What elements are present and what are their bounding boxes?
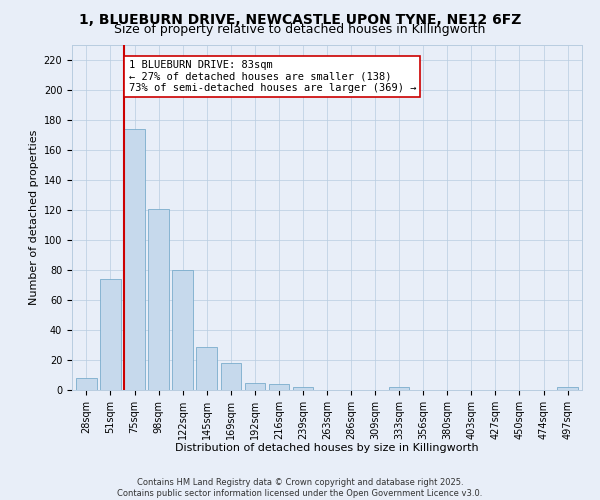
Bar — [293, 387, 313, 390]
Bar — [221, 363, 241, 390]
Bar — [148, 208, 169, 390]
Bar — [172, 270, 193, 390]
Bar — [124, 129, 145, 390]
Text: 1 BLUEBURN DRIVE: 83sqm
← 27% of detached houses are smaller (138)
73% of semi-d: 1 BLUEBURN DRIVE: 83sqm ← 27% of detache… — [128, 60, 416, 93]
Bar — [196, 346, 217, 390]
Bar — [100, 279, 121, 390]
Text: Contains HM Land Registry data © Crown copyright and database right 2025.
Contai: Contains HM Land Registry data © Crown c… — [118, 478, 482, 498]
Text: Size of property relative to detached houses in Killingworth: Size of property relative to detached ho… — [115, 22, 485, 36]
Bar — [389, 387, 409, 390]
Bar — [557, 387, 578, 390]
Bar — [76, 378, 97, 390]
X-axis label: Distribution of detached houses by size in Killingworth: Distribution of detached houses by size … — [175, 444, 479, 454]
Y-axis label: Number of detached properties: Number of detached properties — [29, 130, 40, 305]
Text: 1, BLUEBURN DRIVE, NEWCASTLE UPON TYNE, NE12 6FZ: 1, BLUEBURN DRIVE, NEWCASTLE UPON TYNE, … — [79, 12, 521, 26]
Bar — [245, 382, 265, 390]
Bar — [269, 384, 289, 390]
